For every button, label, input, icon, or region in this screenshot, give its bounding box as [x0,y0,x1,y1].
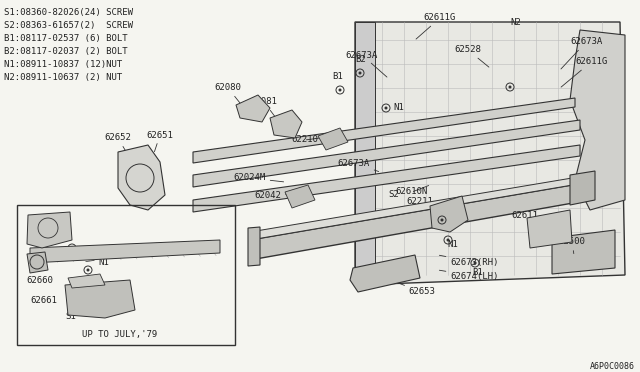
Polygon shape [68,274,105,288]
Text: 62528: 62528 [454,45,489,67]
Polygon shape [118,145,165,210]
Polygon shape [570,171,595,205]
Text: 62673A: 62673A [338,158,379,171]
Polygon shape [355,22,375,285]
Polygon shape [65,280,135,318]
Text: A6P0C0086: A6P0C0086 [590,362,635,371]
Text: B1: B1 [472,268,483,277]
Polygon shape [527,210,572,248]
Text: B2: B2 [355,55,365,64]
Text: 62673A: 62673A [561,38,602,69]
Text: 62611: 62611 [511,211,538,227]
Text: 62024M: 62024M [234,173,284,183]
Polygon shape [350,255,420,292]
Polygon shape [193,145,580,212]
Polygon shape [30,240,220,263]
Text: 62673(RH): 62673(RH) [440,255,499,266]
Text: N2:08911-10637 (2) NUT: N2:08911-10637 (2) NUT [4,73,122,82]
Text: 62673A: 62673A [346,51,387,77]
Bar [17,205,235,345]
Circle shape [509,86,511,89]
Circle shape [440,218,444,221]
Circle shape [474,262,477,264]
Polygon shape [270,110,302,138]
Text: 62674(LH): 62674(LH) [440,270,499,280]
Polygon shape [355,22,625,285]
Text: 62610N: 62610N [396,186,429,196]
Text: 62211: 62211 [406,198,437,214]
Polygon shape [27,252,48,273]
Text: 62042: 62042 [255,190,291,199]
Polygon shape [570,30,625,210]
Polygon shape [250,175,590,240]
Text: B2:08117-02037 (2) BOLT: B2:08117-02037 (2) BOLT [4,47,127,56]
Polygon shape [27,212,72,248]
Text: 62652: 62652 [104,134,131,154]
Text: N1: N1 [98,258,109,267]
Text: 62500: 62500 [559,237,586,254]
Text: 62660: 62660 [26,276,53,285]
Polygon shape [285,185,315,208]
Text: S1: S1 [65,312,76,321]
Text: B1:08117-02537 (6) BOLT: B1:08117-02537 (6) BOLT [4,34,127,43]
Polygon shape [193,98,575,163]
Circle shape [86,269,90,272]
Text: 62081: 62081 [251,97,277,117]
Text: N1: N1 [447,240,458,249]
Circle shape [70,247,74,250]
Circle shape [339,89,342,92]
Text: B2: B2 [440,222,451,231]
Polygon shape [248,227,260,266]
Circle shape [358,71,362,74]
Text: S2:08363-61657(2)  SCREW: S2:08363-61657(2) SCREW [4,21,133,30]
Text: 62611G: 62611G [561,58,607,87]
Text: S1:08360-82026(24) SCREW: S1:08360-82026(24) SCREW [4,8,133,17]
Polygon shape [193,120,580,187]
Circle shape [447,238,449,241]
Polygon shape [250,182,590,260]
Text: N1: N1 [150,167,161,176]
Polygon shape [552,230,615,274]
Text: 62651: 62651 [147,131,173,152]
Text: UP TO JULY,'79: UP TO JULY,'79 [83,330,157,339]
Text: 62661: 62661 [30,296,57,305]
Polygon shape [318,128,348,150]
Polygon shape [430,196,468,232]
Text: 62210: 62210 [292,135,319,144]
Text: N2: N2 [510,18,521,27]
Text: N1:08911-10837 (12)NUT: N1:08911-10837 (12)NUT [4,60,122,69]
Text: S2: S2 [388,190,399,199]
Text: 62653: 62653 [387,279,435,296]
Circle shape [385,106,387,109]
Text: N1: N1 [393,103,404,112]
Text: 62611G: 62611G [416,13,456,39]
Polygon shape [236,95,270,122]
Text: B1: B1 [332,72,343,81]
Text: 62080: 62080 [214,83,243,107]
